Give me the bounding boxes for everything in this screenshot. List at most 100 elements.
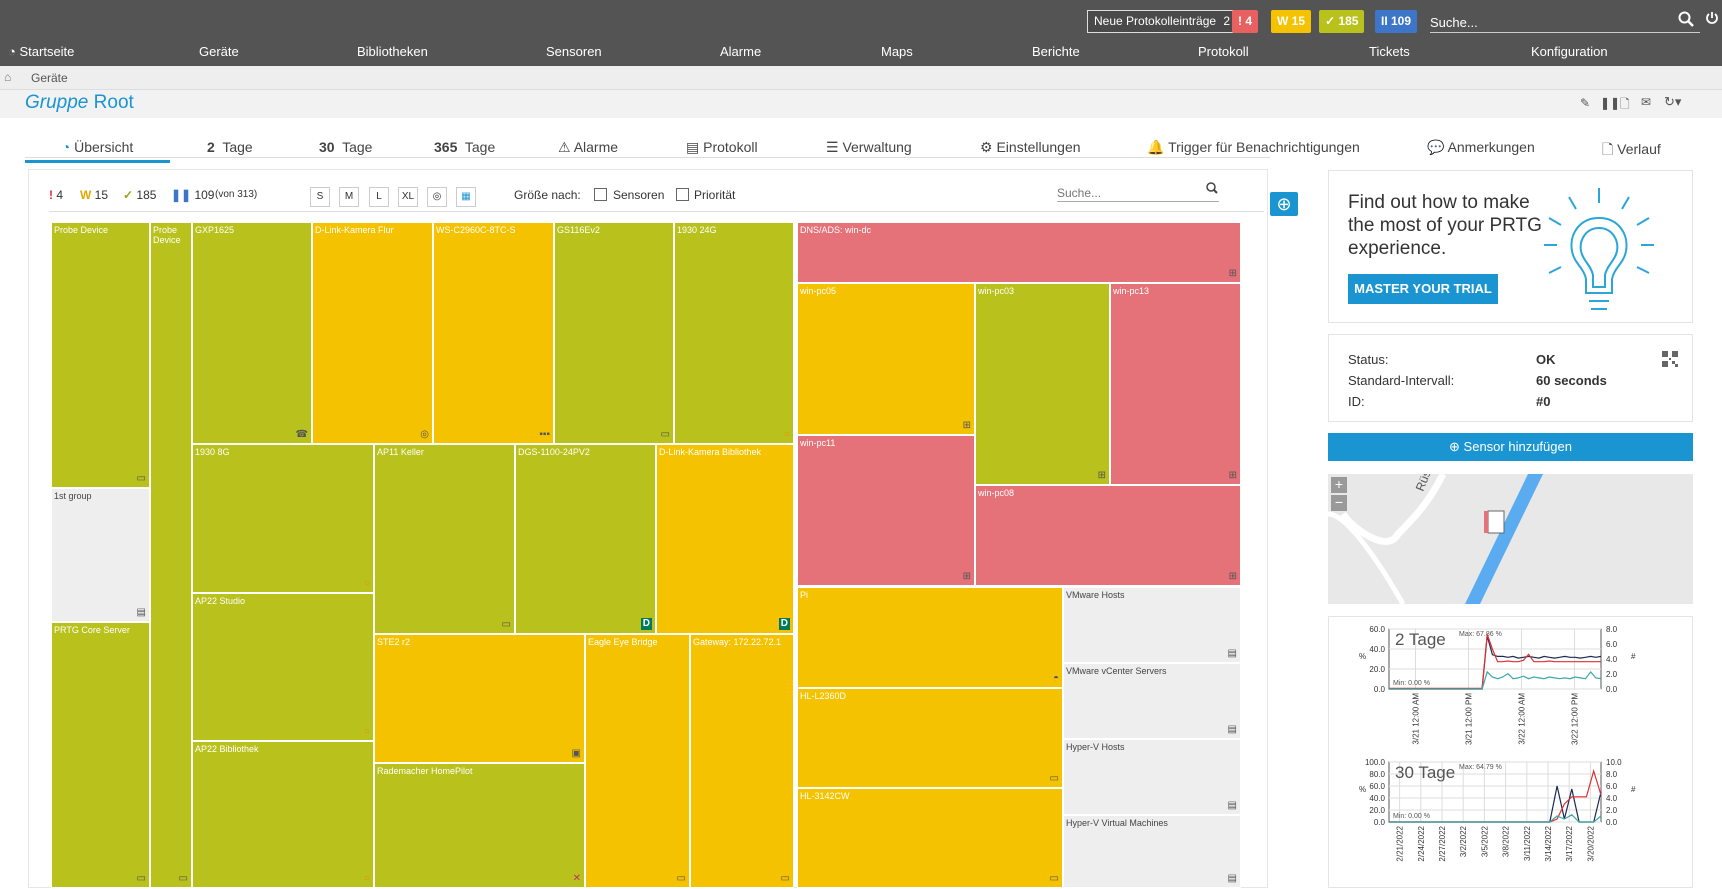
- zoom-in-button[interactable]: +: [1331, 477, 1347, 493]
- nav-berichte[interactable]: Berichte: [1032, 44, 1080, 59]
- top-search-input[interactable]: [1430, 13, 1700, 33]
- group-tile-1st-group[interactable]: 1st group ▤: [51, 488, 150, 622]
- new-log-entries-button[interactable]: Neue Protokolleinträge 2: [1087, 10, 1238, 33]
- treemap-search-icon[interactable]: [1206, 182, 1218, 197]
- nav-alarme[interactable]: Alarme: [720, 44, 762, 59]
- master-trial-button[interactable]: MASTER YOUR TRIAL: [1348, 274, 1498, 304]
- device-tile-ap22-bibliothek[interactable]: AP22 Bibliothek ○: [192, 741, 374, 888]
- nav-bibliotheken[interactable]: Bibliotheken: [357, 44, 428, 59]
- size-m-button[interactable]: M: [339, 187, 359, 207]
- group-tile-vmware-hosts[interactable]: VMware Hosts ▤: [1063, 587, 1241, 663]
- device-tile-prtg-core-server[interactable]: PRTG Core Server ▭: [51, 622, 150, 888]
- device-tile-win-pc03[interactable]: win-pc03 ⊞: [975, 283, 1110, 485]
- nav-sensoren[interactable]: Sensoren: [546, 44, 602, 59]
- nav-konfiguration[interactable]: Konfiguration: [1531, 44, 1608, 59]
- pause-icon[interactable]: ❚❚: [1600, 96, 1621, 110]
- device-tile-hl-3142cw[interactable]: HL-3142CW ▭: [797, 788, 1063, 888]
- device-tile-win-pc13[interactable]: win-pc13 ⊞: [1110, 283, 1241, 485]
- total-count: (von 313): [215, 189, 258, 200]
- size-s-button[interactable]: S: [310, 187, 330, 207]
- device-tile-probe-device[interactable]: Probe Device ▭: [51, 222, 150, 488]
- max-annotation: Max: 64.79 %: [1459, 764, 1502, 771]
- alarm-badge[interactable]: ! 4: [1232, 10, 1259, 33]
- tab-settings[interactable]: ⚙ Einstellungen: [980, 139, 1081, 156]
- tab-2-days[interactable]: 2 Tage: [207, 139, 253, 155]
- paused-count[interactable]: ❚❚ 109: [171, 188, 215, 202]
- device-tile-win-dc[interactable]: DNS/ADS: win-dc ⊞: [797, 222, 1241, 283]
- warning-badge[interactable]: W 15: [1271, 10, 1312, 33]
- group-tile-hyperv-hosts[interactable]: Hyper-V Hosts ▤: [1063, 739, 1241, 815]
- nav-maps[interactable]: Maps: [881, 44, 913, 59]
- geo-map[interactable]: Rüs + −: [1328, 474, 1693, 604]
- device-tile-ws-c2960c[interactable]: WS-C2960C-8TC-S ▪▪▪: [433, 222, 554, 444]
- grid-view-icon[interactable]: ▦: [456, 187, 476, 207]
- warning-count[interactable]: W 15: [80, 188, 109, 202]
- nav-protokoll[interactable]: Protokoll: [1198, 44, 1249, 59]
- power-icon[interactable]: [1705, 11, 1719, 28]
- tab-365-days[interactable]: 365 Tage: [434, 139, 495, 155]
- ok-count[interactable]: ✓ 185: [123, 188, 157, 202]
- nav-tickets[interactable]: Tickets: [1369, 44, 1410, 59]
- mail-icon[interactable]: ✉: [1641, 95, 1652, 109]
- group-tile-vmware-vcenter[interactable]: VMware vCenter Servers ▤: [1063, 663, 1241, 739]
- search-icon[interactable]: [1678, 11, 1694, 30]
- tile-label: Pi: [800, 590, 809, 600]
- size-xl-button[interactable]: XL: [398, 187, 418, 207]
- sensors-checkbox[interactable]: [594, 188, 607, 201]
- tab-overview[interactable]: ◔ Übersicht: [25, 139, 170, 163]
- target-icon[interactable]: ◎: [427, 187, 447, 207]
- tab-overview-label: Übersicht: [74, 139, 134, 155]
- tile-label: STE2 r2: [377, 637, 411, 647]
- ok-badge[interactable]: ✓ 185: [1319, 10, 1365, 33]
- tab-log[interactable]: ▤ Protokoll: [686, 139, 758, 156]
- tab-management[interactable]: ☰ Verwaltung: [826, 139, 912, 156]
- add-file-icon[interactable]: 🗋: [1620, 97, 1630, 111]
- tab-history[interactable]: 🗋 Verlauf: [1602, 139, 1661, 163]
- device-tile-dlink-kamera-flur[interactable]: D-Link-Kamera Flur ◎: [312, 222, 433, 444]
- refresh-icon[interactable]: ↻▾: [1664, 94, 1682, 109]
- device-tile-win-pc11[interactable]: win-pc11 ⊞: [797, 435, 975, 586]
- home-icon[interactable]: ⌂: [4, 70, 12, 84]
- breadcrumb-devices[interactable]: Geräte: [31, 71, 68, 85]
- alarm-count[interactable]: ! 4: [49, 188, 64, 202]
- nav-startseite[interactable]: ◔ Startseite: [8, 44, 74, 59]
- y-tick-label: 20.0: [1369, 806, 1385, 815]
- device-tile-gxp1625[interactable]: GXP1625 ☎: [192, 222, 312, 444]
- device-tile-rademacher-homepilot[interactable]: Rademacher HomePilot ✕: [374, 763, 585, 888]
- device-icon: ▭: [136, 873, 146, 884]
- tile-label: Probe Device: [153, 225, 181, 245]
- size-l-button[interactable]: L: [369, 187, 389, 207]
- tab-alarms[interactable]: ⚠ Alarme: [558, 139, 618, 156]
- nav-geraete[interactable]: Geräte: [199, 44, 239, 59]
- device-tile-eagle-eye-bridge[interactable]: Eagle Eye Bridge ▭: [585, 634, 690, 888]
- chart-title: 2 Tage: [1395, 630, 1446, 649]
- device-tile-hl-l2360d[interactable]: HL-L2360D ▭: [797, 688, 1063, 788]
- wrench-icon[interactable]: ✎: [1580, 96, 1591, 110]
- group-tile-hyperv-vms[interactable]: Hyper-V Virtual Machines ▤: [1063, 815, 1241, 888]
- tab-comments[interactable]: 💬 Anmerkungen: [1427, 139, 1535, 156]
- device-tile-gs116ev2[interactable]: GS116Ev2 ▭: [554, 222, 674, 444]
- device-tile-ap11-keller[interactable]: AP11 Keller ▭: [374, 444, 515, 634]
- add-sensor-button[interactable]: ⊕ Sensor hinzufügen: [1328, 433, 1693, 461]
- paused-badge[interactable]: II 109: [1375, 10, 1418, 33]
- device-tile-ste2-r2[interactable]: STE2 r2 ▣: [374, 634, 585, 763]
- device-tile-gateway[interactable]: Gateway: 172.22.72.1 ▭: [690, 634, 794, 888]
- tab-notification-triggers[interactable]: 🔔 Trigger für Benachrichtigungen: [1147, 139, 1360, 156]
- device-tile-win-pc08[interactable]: win-pc08 ⊞: [975, 485, 1241, 586]
- qr-code-icon[interactable]: [1662, 351, 1678, 370]
- device-tile-probe-device-2[interactable]: Probe Device ▭: [150, 222, 192, 888]
- device-tile-dlink-kamera-bibliothek[interactable]: D-Link-Kamera Bibliothek D: [656, 444, 794, 634]
- tab-30-days[interactable]: 30 Tage: [319, 139, 372, 155]
- priority-checkbox[interactable]: [676, 188, 689, 201]
- device-tile-ap22-studio[interactable]: AP22 Studio ○: [192, 593, 374, 741]
- x-tick-label: 3/8/2022: [1502, 825, 1511, 857]
- device-tile-pi[interactable]: Pi ◓: [797, 587, 1063, 688]
- chart-2-days: 3/21 12:00 AM 3/21 12:00 PM 3/22 12:00 AM 3…: [1359, 625, 1636, 745]
- add-object-button[interactable]: ⊕: [1270, 192, 1298, 216]
- device-tile-dgs-1100[interactable]: DGS-1100-24PV2 D: [515, 444, 656, 634]
- device-tile-1930-8g[interactable]: 1930 8G ○: [192, 444, 374, 593]
- device-tile-win-pc05[interactable]: win-pc05 ⊞: [797, 283, 975, 435]
- zoom-out-button[interactable]: −: [1331, 495, 1347, 511]
- treemap-search-input[interactable]: [1057, 184, 1219, 202]
- device-tile-1930-24g[interactable]: 1930 24G ○: [674, 222, 794, 444]
